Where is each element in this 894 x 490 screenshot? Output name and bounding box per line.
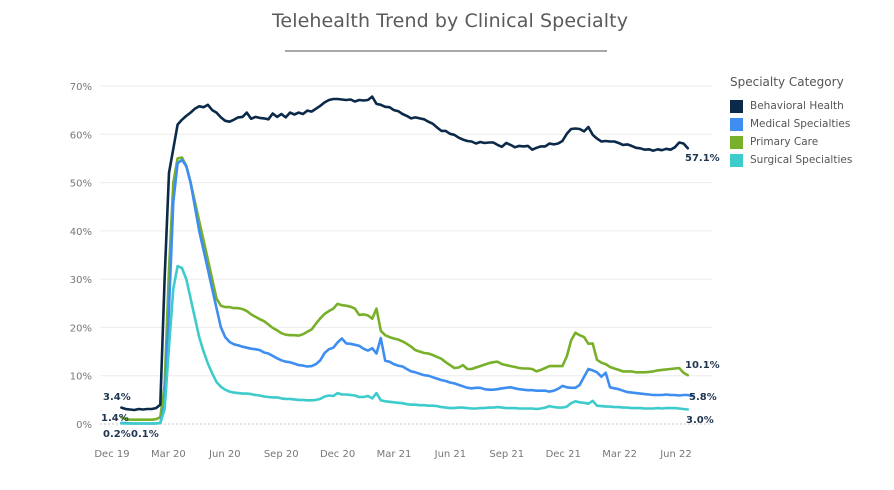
legend-item-primary-care[interactable]: Primary Care <box>730 133 852 151</box>
legend-label: Primary Care <box>750 136 819 148</box>
y-axis-ticks: 0% 10% 20% 30% 40% 50% 60% 70% <box>70 82 92 431</box>
series-line-behavioral-health <box>120 95 690 412</box>
y-tick-label: 0% <box>76 420 92 431</box>
start-value-label: 0.2% <box>103 429 131 440</box>
start-value-label: 3.4% <box>103 392 131 403</box>
legend-label: Surgical Specialties <box>750 154 853 166</box>
end-value-label: 57.1% <box>685 153 720 164</box>
start-value-label: 0.1% <box>131 429 159 440</box>
legend-item-medical-specialties[interactable]: Medical Specialties <box>730 115 852 133</box>
gridlines <box>100 85 712 425</box>
legend-label: Medical Specialties <box>750 118 851 130</box>
y-tick-label: 40% <box>70 227 92 238</box>
x-tick-label: Jun 21 <box>434 449 467 460</box>
legend: Specialty Category Behavioral Health Med… <box>730 75 852 169</box>
end-value-label: 3.0% <box>686 415 714 426</box>
legend-label: Behavioral Health <box>750 100 844 112</box>
data-labels: 3.4% 1.4% 0.2% 0.1% 57.1% 10.1% 5.8% 3.0% <box>101 153 720 440</box>
legend-item-behavioral-health[interactable]: Behavioral Health <box>730 97 852 115</box>
legend-swatch-surgical-specialties <box>730 153 743 167</box>
legend-swatch-primary-care <box>730 135 743 149</box>
y-tick-label: 20% <box>70 323 92 334</box>
title-underline <box>285 50 607 52</box>
legend-item-surgical-specialties[interactable]: Surgical Specialties <box>730 151 852 169</box>
start-value-label: 1.4% <box>101 413 129 424</box>
x-tick-label: Sep 20 <box>264 449 299 460</box>
y-tick-label: 30% <box>70 275 92 286</box>
end-value-label: 10.1% <box>685 360 720 371</box>
chart-title: Telehealth Trend by Clinical Specialty <box>271 10 629 32</box>
x-tick-label: Dec 20 <box>320 449 355 460</box>
series-line-medical-specialties <box>120 158 694 425</box>
y-tick-label: 70% <box>70 82 92 93</box>
legend-swatch-behavioral-health <box>730 99 743 113</box>
x-tick-label: Mar 22 <box>602 449 637 460</box>
x-tick-label: Mar 21 <box>377 449 412 460</box>
y-tick-label: 60% <box>70 130 92 141</box>
x-tick-label: Jun 20 <box>208 449 241 460</box>
y-tick-label: 50% <box>70 179 92 190</box>
legend-swatch-medical-specialties <box>730 117 743 131</box>
y-tick-label: 10% <box>70 372 92 383</box>
series-lines <box>120 95 694 425</box>
series-line-surgical-specialties <box>120 264 690 425</box>
legend-title: Specialty Category <box>730 75 844 89</box>
x-tick-label: Mar 20 <box>151 449 186 460</box>
x-axis-ticks: Dec 19 Mar 20 Jun 20 Sep 20 Dec 20 Mar 21 Jun … <box>94 449 691 460</box>
x-tick-label: Dec 21 <box>546 449 581 460</box>
series-line-primary-care <box>120 156 690 422</box>
x-tick-label: Jun 22 <box>659 449 692 460</box>
x-tick-label: Dec 19 <box>94 449 129 460</box>
x-tick-label: Sep 21 <box>489 449 524 460</box>
end-value-label: 5.8% <box>689 392 717 403</box>
